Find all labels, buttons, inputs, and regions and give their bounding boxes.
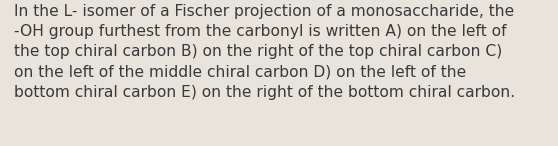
Text: In the L- isomer of a Fischer projection of a monosaccharide, the
-OH group furt: In the L- isomer of a Fischer projection… — [14, 4, 515, 100]
